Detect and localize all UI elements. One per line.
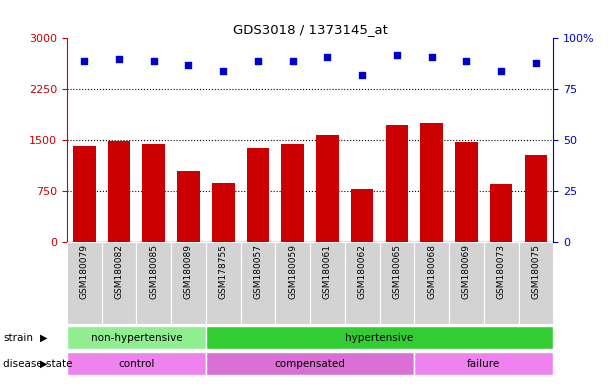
Bar <box>484 242 519 324</box>
Bar <box>310 242 345 324</box>
Text: failure: failure <box>467 359 500 369</box>
Text: ▶: ▶ <box>40 333 47 343</box>
Text: GSM180061: GSM180061 <box>323 244 332 300</box>
Bar <box>142 144 165 242</box>
Point <box>218 68 228 74</box>
Point <box>114 56 124 62</box>
Bar <box>108 141 130 242</box>
Bar <box>519 242 553 324</box>
Text: disease state: disease state <box>3 359 72 369</box>
Bar <box>282 144 304 242</box>
Text: GSM180075: GSM180075 <box>531 244 541 300</box>
Bar <box>449 242 484 324</box>
Bar <box>525 155 547 242</box>
Bar <box>241 242 275 324</box>
Text: GSM180069: GSM180069 <box>462 244 471 300</box>
Bar <box>136 242 171 324</box>
Text: GSM178755: GSM178755 <box>219 244 228 300</box>
Point <box>358 72 367 78</box>
Bar <box>414 242 449 324</box>
Bar <box>455 142 478 242</box>
Bar <box>206 352 414 376</box>
Bar <box>379 242 414 324</box>
Bar <box>171 242 206 324</box>
Bar <box>351 189 373 242</box>
Bar <box>275 242 310 324</box>
Bar <box>316 135 339 242</box>
Bar <box>67 326 206 349</box>
Text: GSM180073: GSM180073 <box>497 244 506 300</box>
Text: strain: strain <box>3 333 33 343</box>
Text: ▶: ▶ <box>40 359 47 369</box>
Point <box>531 60 541 66</box>
Point <box>253 58 263 64</box>
Bar <box>206 242 241 324</box>
Point <box>461 58 471 64</box>
Point <box>149 58 159 64</box>
Title: GDS3018 / 1373145_at: GDS3018 / 1373145_at <box>233 23 387 36</box>
Bar <box>414 352 553 376</box>
Point <box>80 58 89 64</box>
Point <box>184 62 193 68</box>
Text: GSM180057: GSM180057 <box>254 244 263 300</box>
Bar <box>67 352 206 376</box>
Bar <box>206 326 553 349</box>
Text: compensated: compensated <box>275 359 345 369</box>
Text: GSM180089: GSM180089 <box>184 244 193 300</box>
Bar <box>490 184 513 242</box>
Text: GSM180062: GSM180062 <box>358 244 367 299</box>
Text: GSM180065: GSM180065 <box>392 244 401 300</box>
Text: control: control <box>118 359 154 369</box>
Text: GSM180082: GSM180082 <box>114 244 123 299</box>
Bar <box>345 242 379 324</box>
Text: GSM180085: GSM180085 <box>149 244 158 300</box>
Text: GSM180059: GSM180059 <box>288 244 297 300</box>
Bar <box>247 148 269 242</box>
Bar <box>102 242 136 324</box>
Text: non-hypertensive: non-hypertensive <box>91 333 182 343</box>
Bar <box>212 183 235 242</box>
Bar <box>420 123 443 242</box>
Bar <box>385 125 408 242</box>
Text: hypertensive: hypertensive <box>345 333 413 343</box>
Bar <box>67 242 102 324</box>
Bar <box>177 171 200 242</box>
Point <box>392 51 402 58</box>
Point <box>496 68 506 74</box>
Text: GSM180079: GSM180079 <box>80 244 89 300</box>
Point <box>288 58 297 64</box>
Point <box>427 54 437 60</box>
Point <box>323 54 333 60</box>
Bar <box>73 146 95 242</box>
Text: GSM180068: GSM180068 <box>427 244 436 300</box>
